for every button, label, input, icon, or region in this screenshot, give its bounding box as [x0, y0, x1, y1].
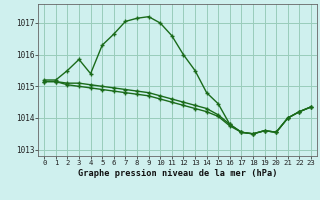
X-axis label: Graphe pression niveau de la mer (hPa): Graphe pression niveau de la mer (hPa) [78, 169, 277, 178]
